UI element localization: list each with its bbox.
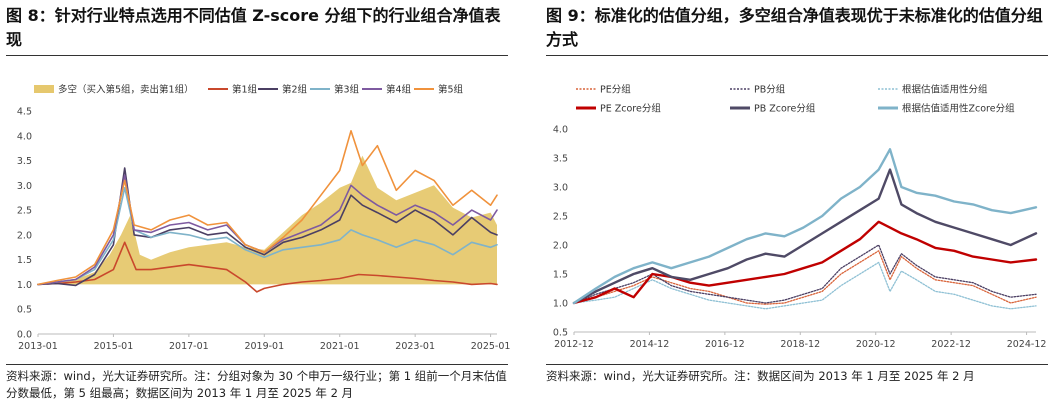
legend-item-2: 第1组 — [208, 84, 258, 96]
y-tick-label: 2.0 — [17, 230, 32, 241]
x-tick-label: 2016-12 — [705, 339, 745, 350]
figure-8-panel: 图 8：针对行业特点选用不同估值 Z-score 分组下的行业组合净值表现 多空… — [0, 0, 515, 404]
x-tick-label: 2017-01 — [169, 341, 209, 352]
legend-item-3: 根据估值适用性分组 — [878, 84, 988, 96]
figure-9-bottom-rule — [546, 364, 1048, 365]
series-line-4 — [572, 220, 1038, 305]
x-tick-label: 2012-12 — [554, 339, 594, 350]
x-axis-ticks: 2013-01 2015-01 2017-01 2019-01 2021-01 2023-… — [18, 334, 510, 352]
x-tick-label: 2014-12 — [630, 339, 670, 350]
y-tick-label: 0.0 — [17, 330, 32, 341]
legend-label: 第3组 — [334, 84, 360, 96]
y-tick-label: 4.0 — [553, 125, 568, 136]
legend-label: PE Zcore分组 — [600, 103, 661, 115]
x-tick-label: 2013-01 — [18, 341, 58, 352]
y-tick-label: 4.5 — [17, 107, 32, 118]
series-line-6 — [37, 130, 498, 286]
x-tick-label: 2023-01 — [395, 341, 435, 352]
y-tick-label: 1.5 — [17, 255, 32, 266]
legend-label: 第1组 — [232, 84, 258, 96]
legend-label: 第2组 — [282, 84, 308, 96]
legend-label: 第5组 — [438, 84, 464, 96]
figure-9-chart: PE分组 PB分组 根据估值适用性分组 PE Zcore分组 PB Zcore分组 根据估… — [553, 84, 1047, 351]
series-area-1 — [38, 155, 497, 285]
plot-area — [37, 130, 498, 293]
x-tick-label: 2024-12 — [1007, 339, 1047, 350]
legend-item-2: PB分组 — [730, 84, 786, 96]
series-line-2 — [573, 244, 1037, 304]
figure-9-panel: 图 9：标准化的估值分组，多空组合净值表现优于未标准化的估值分组方式 PE分组 P… — [540, 0, 1055, 404]
y-tick-label: 1.0 — [553, 299, 568, 310]
figure-8-top-rule — [6, 55, 508, 56]
legend-label: 第4组 — [386, 84, 412, 96]
y-tick-label: 2.0 — [553, 241, 568, 252]
y-tick-label: 3.5 — [553, 154, 568, 165]
x-tick-label: 2020-12 — [856, 339, 896, 350]
legend-label: 根据估值适用性Zcore分组 — [902, 103, 1015, 115]
y-tick-label: 2.5 — [553, 212, 568, 223]
y-tick-label: 3.5 — [17, 156, 32, 167]
series-line-4 — [37, 187, 498, 286]
x-tick-label: 2025-01 — [471, 341, 511, 352]
legend-item-5: PB Zcore分组 — [730, 103, 816, 115]
y-tick-label: 1.5 — [553, 270, 568, 281]
y-tick-label: 0.5 — [553, 328, 568, 339]
y-tick-label: 3.0 — [553, 183, 568, 194]
series-line-1 — [573, 250, 1037, 305]
figure-9-title: 图 9：标准化的估值分组，多空组合净值表现优于未标准化的估值分组方式 — [546, 6, 1043, 49]
y-tick-label: 2.5 — [17, 206, 32, 217]
figure-9-source: 资料来源：wind，光大证券研究所。注：数据区间为 2013 年 1 月至 20… — [546, 369, 975, 383]
x-tick-label: 2015-01 — [94, 341, 134, 352]
figure-8-source: 资料来源：wind，光大证券研究所。注：分组对象为 30 个申万一级行业；第 1… — [6, 369, 507, 400]
y-tick-label: 4.0 — [17, 131, 32, 142]
x-tick-label: 2021-01 — [320, 341, 360, 352]
series-line-5 — [572, 168, 1038, 305]
series-line-6 — [572, 148, 1038, 305]
plot-area — [572, 148, 1038, 310]
legend-item-1: 多空（买入第5组，卖出第1组） — [34, 84, 194, 96]
figure-8-chart: 多空（买入第5组，卖出第1组） 第1组 第2组 第3组 第4组 第5组 0.0 0.5 1.0 1… — [17, 84, 511, 353]
figure-9-top-rule — [546, 55, 1048, 56]
series-line-2 — [37, 241, 498, 293]
x-tick-label: 2018-12 — [780, 339, 820, 350]
figure-8-bottom-rule — [6, 364, 508, 365]
y-axis-ticks: 0.0 0.5 1.0 1.5 2.0 2.5 3.0 3.5 4.0 4.5 — [17, 107, 32, 341]
legend-item-4: 第3组 — [310, 84, 360, 96]
figure-8-title: 图 8：针对行业特点选用不同估值 Z-score 分组下的行业组合净值表现 — [6, 6, 501, 49]
legend-item-6: 根据估值适用性Zcore分组 — [878, 103, 1015, 115]
y-tick-label: 1.0 — [17, 280, 32, 291]
y-tick-label: 3.0 — [17, 181, 32, 192]
legend-label: 根据估值适用性分组 — [902, 84, 988, 96]
y-axis-ticks: 0.5 1.0 1.5 2.0 2.5 3.0 3.5 4.0 — [553, 125, 568, 339]
legend-item-3: 第2组 — [258, 84, 308, 96]
x-tick-label: 2022-12 — [931, 339, 971, 350]
legend: 多空（买入第5组，卖出第1组） 第1组 第2组 第3组 第4组 第5组 — [34, 84, 464, 96]
legend-label: 多空（买入第5组，卖出第1组） — [58, 84, 194, 96]
legend-item-4: PE Zcore分组 — [576, 103, 661, 115]
legend-label: PB分组 — [754, 84, 786, 96]
x-axis-ticks: 2012-12 2014-12 2016-12 2018-12 2020-12 2022-… — [554, 332, 1046, 350]
legend-item-1: PE分组 — [576, 84, 631, 96]
series-line-3 — [573, 261, 1037, 310]
legend-label: PE分组 — [600, 84, 631, 96]
legend-item-5: 第4组 — [362, 84, 412, 96]
y-tick-label: 0.5 — [17, 305, 32, 316]
x-tick-label: 2019-01 — [244, 341, 284, 352]
legend: PE分组 PB分组 根据估值适用性分组 PE Zcore分组 PB Zcore分组 根据估… — [576, 84, 1015, 115]
legend-swatch — [34, 85, 54, 93]
legend-item-6: 第5组 — [414, 84, 464, 96]
legend-label: PB Zcore分组 — [754, 103, 816, 115]
